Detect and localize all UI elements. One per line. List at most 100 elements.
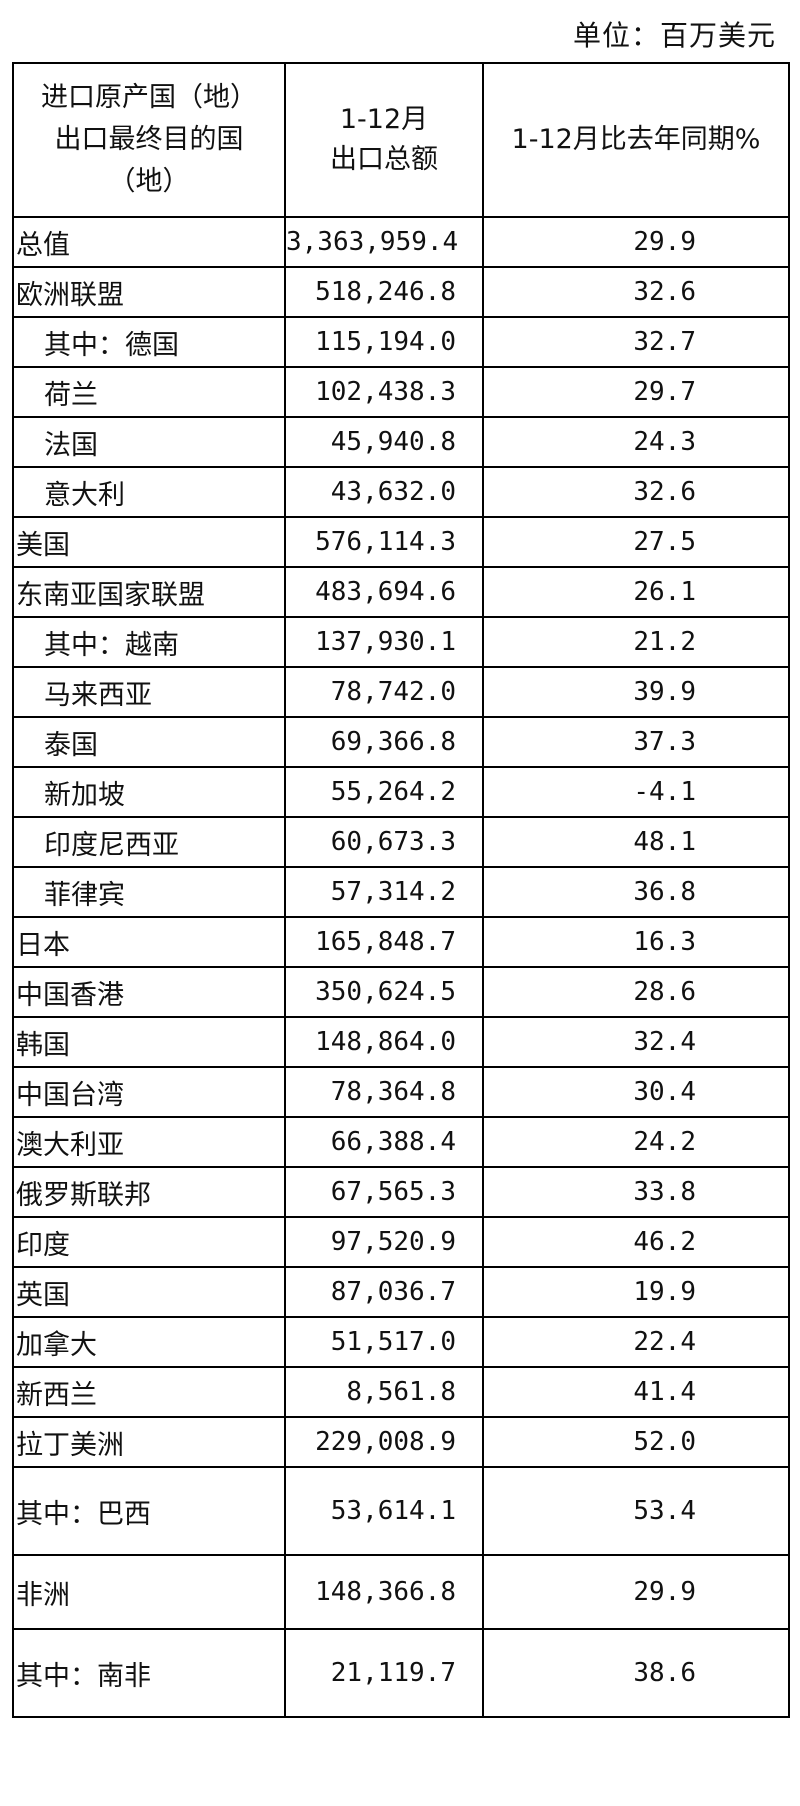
country-cell: 荷兰 [12,366,286,418]
table-row: 印度 97,520.9 46.2 [12,1216,790,1268]
amount-cell: 67,565.3 [284,1166,484,1218]
country-cell: 澳大利亚 [12,1116,286,1168]
growth-cell: 27.5 [482,516,790,568]
header-country: 进口原产国（地） 出口最终目的国 （地） [12,62,286,218]
header-country-line-3: （地） [108,166,190,197]
table-row: 俄罗斯联邦 67,565.3 33.8 [12,1166,790,1218]
country-cell: 美国 [12,516,286,568]
amount-cell: 350,624.5 [284,966,484,1018]
header-growth: 1-12月比去年同期% [482,62,790,218]
growth-cell: -4.1 [482,766,790,818]
growth-cell: 32.4 [482,1016,790,1068]
amount-cell: 229,008.9 [284,1416,484,1468]
table-row: 印度尼西亚 60,673.3 48.1 [12,816,790,868]
amount-cell: 60,673.3 [284,816,484,868]
growth-cell: 21.2 [482,616,790,668]
table-row: 欧洲联盟 518,246.8 32.6 [12,266,790,318]
growth-cell: 22.4 [482,1316,790,1368]
country-cell: 东南亚国家联盟 [12,566,286,618]
country-cell: 总值 [12,216,286,268]
amount-cell: 483,694.6 [284,566,484,618]
table-row: 新西兰 8,561.8 41.4 [12,1366,790,1418]
growth-cell: 32.6 [482,466,790,518]
header-amount-line-1: 1-12月 [339,104,429,135]
amount-cell: 97,520.9 [284,1216,484,1268]
table-row: 马来西亚 78,742.0 39.9 [12,666,790,718]
table-row: 菲律宾 57,314.2 36.8 [12,866,790,918]
amount-cell: 53,614.1 [284,1466,484,1556]
growth-cell: 46.2 [482,1216,790,1268]
table-row: 中国香港 350,624.5 28.6 [12,966,790,1018]
amount-cell: 43,632.0 [284,466,484,518]
amount-cell: 55,264.2 [284,766,484,818]
amount-cell: 69,366.8 [284,716,484,768]
table-row: 美国 576,114.3 27.5 [12,516,790,568]
table-row: 加拿大 51,517.0 22.4 [12,1316,790,1368]
growth-cell: 29.9 [482,1554,790,1630]
country-cell: 中国香港 [12,966,286,1018]
amount-cell: 87,036.7 [284,1266,484,1318]
country-cell: 其中：越南 [12,616,286,668]
table-row: 日本 165,848.7 16.3 [12,916,790,968]
table-row: 澳大利亚 66,388.4 24.2 [12,1116,790,1168]
country-cell: 中国台湾 [12,1066,286,1118]
table-row: 荷兰 102,438.3 29.7 [12,366,790,418]
country-cell: 其中：德国 [12,316,286,368]
growth-cell: 29.7 [482,366,790,418]
growth-cell: 26.1 [482,566,790,618]
table-row: 法国 45,940.8 24.3 [12,416,790,468]
growth-cell: 29.9 [482,216,790,268]
amount-cell: 78,742.0 [284,666,484,718]
amount-cell: 3,363,959.4 [284,216,484,268]
country-cell: 马来西亚 [12,666,286,718]
amount-cell: 165,848.7 [284,916,484,968]
country-cell: 俄罗斯联邦 [12,1166,286,1218]
growth-cell: 32.7 [482,316,790,368]
amount-cell: 137,930.1 [284,616,484,668]
table-row: 东南亚国家联盟 483,694.6 26.1 [12,566,790,618]
amount-cell: 57,314.2 [284,866,484,918]
country-cell: 英国 [12,1266,286,1318]
amount-cell: 102,438.3 [284,366,484,418]
growth-cell: 24.2 [482,1116,790,1168]
export-table: 进口原产国（地） 出口最终目的国 （地） 1-12月 出口总额 1-12月比去年… [12,62,790,1718]
table-row: 泰国 69,366.8 37.3 [12,716,790,768]
header-row: 进口原产国（地） 出口最终目的国 （地） 1-12月 出口总额 1-12月比去年… [12,62,790,218]
country-cell: 日本 [12,916,286,968]
country-cell: 新加坡 [12,766,286,818]
growth-cell: 38.6 [482,1628,790,1718]
amount-cell: 115,194.0 [284,316,484,368]
country-cell: 拉丁美洲 [12,1416,286,1468]
amount-cell: 518,246.8 [284,266,484,318]
table-row: 其中：德国 115,194.0 32.7 [12,316,790,368]
table-row: 韩国 148,864.0 32.4 [12,1016,790,1068]
amount-cell: 51,517.0 [284,1316,484,1368]
header-amount-line-2: 出口总额 [330,144,438,175]
amount-cell: 66,388.4 [284,1116,484,1168]
table-row: 英国 87,036.7 19.9 [12,1266,790,1318]
header-country-line-2: 出口最终目的国 [54,124,244,155]
country-cell: 意大利 [12,466,286,518]
amount-cell: 148,864.0 [284,1016,484,1068]
country-cell: 其中：巴西 [12,1466,286,1556]
header-country-line-1: 进口原产国（地） [41,82,257,113]
amount-cell: 576,114.3 [284,516,484,568]
header-amount: 1-12月 出口总额 [284,62,484,218]
country-cell: 印度尼西亚 [12,816,286,868]
table-row: 中国台湾 78,364.8 30.4 [12,1066,790,1118]
growth-cell: 39.9 [482,666,790,718]
country-cell: 印度 [12,1216,286,1268]
country-cell: 新西兰 [12,1366,286,1418]
table-row: 其中：巴西 53,614.1 53.4 [12,1466,790,1556]
growth-cell: 52.0 [482,1416,790,1468]
growth-cell: 53.4 [482,1466,790,1556]
growth-cell: 24.3 [482,416,790,468]
table-row: 新加坡 55,264.2 -4.1 [12,766,790,818]
amount-cell: 45,940.8 [284,416,484,468]
growth-cell: 30.4 [482,1066,790,1118]
growth-cell: 32.6 [482,266,790,318]
country-cell: 菲律宾 [12,866,286,918]
table-row: 其中：越南 137,930.1 21.2 [12,616,790,668]
amount-cell: 21,119.7 [284,1628,484,1718]
table-row: 其中：南非 21,119.7 38.6 [12,1628,790,1718]
